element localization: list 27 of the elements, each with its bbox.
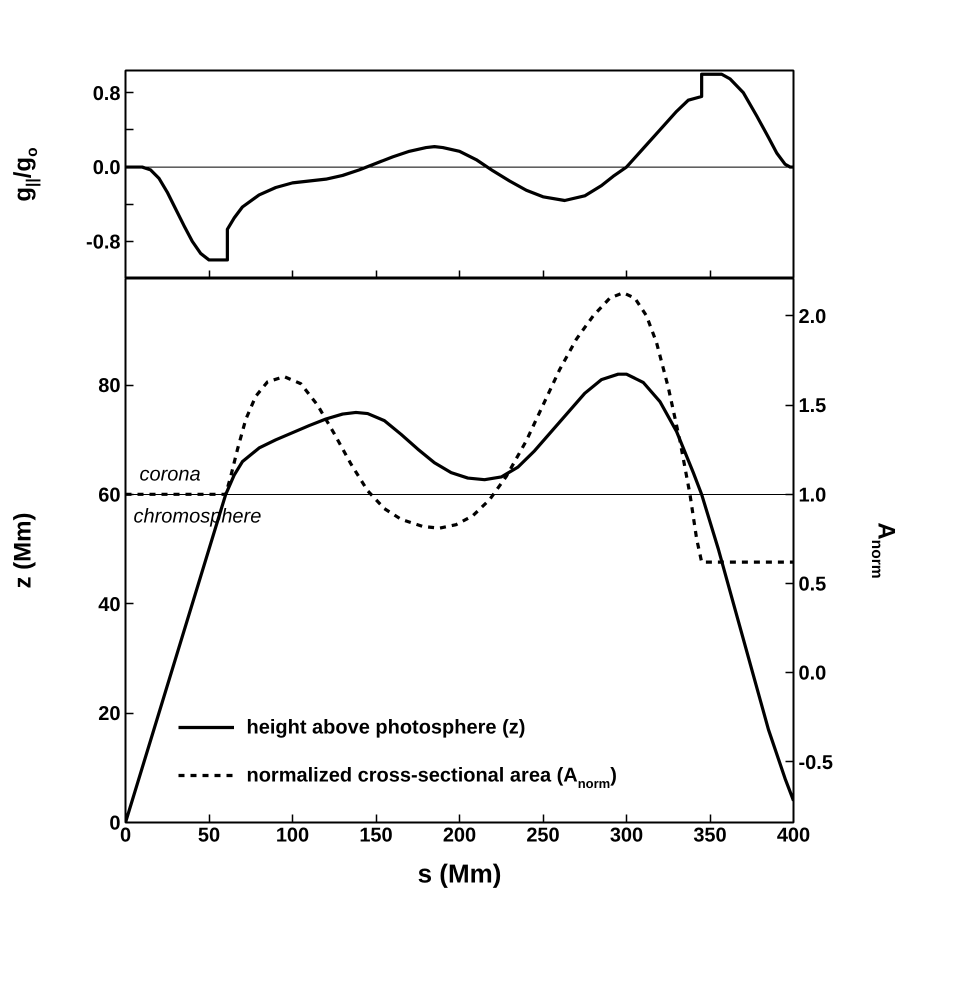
annotation: corona xyxy=(140,463,201,486)
y-axis-title: g||/go xyxy=(10,147,42,202)
y2-axis-title: Anorm xyxy=(868,522,900,579)
x-tick-label: 300 xyxy=(610,824,644,846)
x-tick-label: 350 xyxy=(693,824,727,846)
y-tick-label: 0.0 xyxy=(92,157,121,180)
x-tick-label: 100 xyxy=(276,824,310,846)
y-tick-label: 40 xyxy=(98,594,121,616)
y-tick-label: 60 xyxy=(98,484,121,506)
y-tick-label: 0.8 xyxy=(92,82,121,105)
y2-tick-label: 0.5 xyxy=(798,573,826,596)
y-tick-label: 80 xyxy=(98,375,121,398)
x-tick-label: 400 xyxy=(776,824,810,846)
y2-tick-label: 0.0 xyxy=(798,662,826,685)
y2-tick-label: 1.5 xyxy=(798,395,826,418)
x-tick-label: 50 xyxy=(198,824,220,846)
y2-tick-label: 1.0 xyxy=(798,484,826,506)
x-axis-title: s (Mm) xyxy=(418,858,502,888)
y2-tick-label: 2.0 xyxy=(798,306,826,328)
y-axis-title: z (Mm) xyxy=(10,512,36,588)
x-tick-label: 250 xyxy=(526,824,560,846)
x-tick-label: 200 xyxy=(442,824,476,846)
y2-tick-label: -0.5 xyxy=(798,752,833,774)
y-tick-label: 20 xyxy=(98,703,121,726)
legend-label: height above photosphere (z) xyxy=(246,716,526,738)
x-tick-label: 150 xyxy=(359,824,393,846)
y-tick-label: -0.8 xyxy=(86,231,121,254)
